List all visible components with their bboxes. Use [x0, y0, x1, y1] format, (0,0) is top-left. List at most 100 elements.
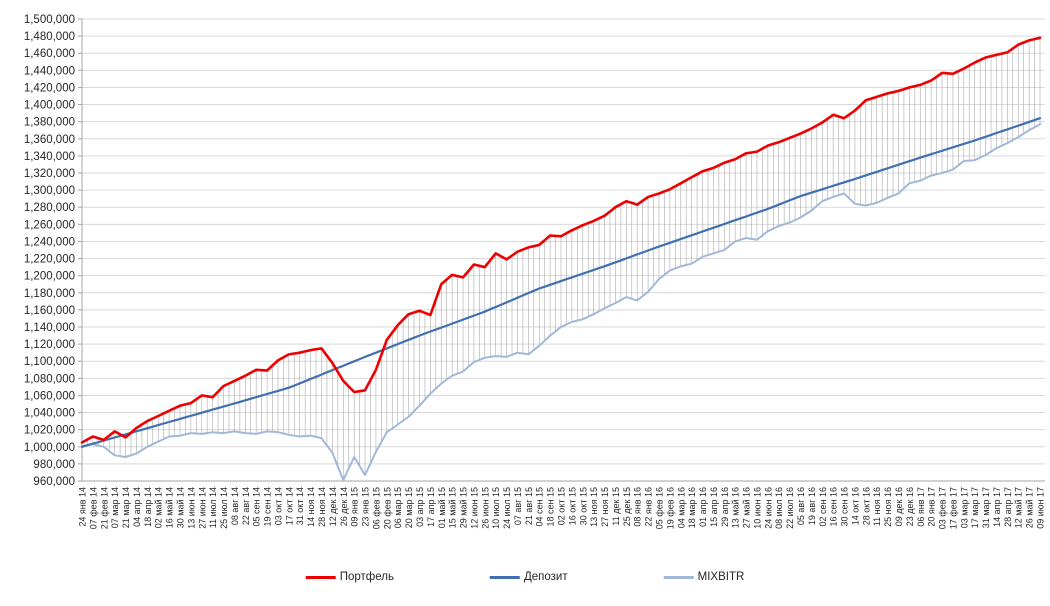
x-tick-label: 31 мар 17: [981, 487, 991, 528]
x-tick-label: 16 сен 16: [829, 487, 839, 527]
x-tick-label: 04 сен 15: [535, 487, 545, 527]
y-tick-label: 1,140,000: [24, 322, 75, 334]
x-tick-label: 21 мар 14: [121, 487, 131, 528]
x-tick-label: 26 дек 14: [339, 487, 349, 526]
y-tick-label: 1,300,000: [24, 185, 75, 197]
y-tick-label: 1,440,000: [24, 65, 75, 77]
x-tick-label: 04 апр 14: [132, 487, 142, 527]
x-tick-label: 24 янв 14: [78, 487, 88, 527]
x-tick-label: 27 июн 14: [197, 487, 207, 529]
x-tick-label: 30 май 14: [175, 487, 185, 528]
x-tick-label: 08 июл 16: [774, 487, 784, 529]
x-tick-label: 08 авг 14: [230, 487, 240, 525]
y-tick-label: 960,000: [33, 476, 75, 488]
legend-item-portfolio: Портфель: [305, 571, 394, 583]
x-tick-label: 06 мар 15: [393, 487, 403, 528]
x-tick-label: 14 окт 16: [850, 487, 860, 525]
x-tick-label: 20 янв 17: [927, 487, 937, 527]
x-tick-label: 07 фев 14: [88, 487, 98, 529]
series-line-deposit: [80, 117, 1042, 448]
y-tick-label: 1,420,000: [24, 82, 75, 94]
x-tick-label: 21 фев 14: [99, 487, 109, 529]
y-tick-label: 1,320,000: [24, 168, 75, 180]
y-tick-label: 1,340,000: [24, 151, 75, 163]
x-tick-label: 07 авг 15: [513, 487, 523, 525]
x-tick-label: 04 мар 16: [676, 487, 686, 528]
x-tick-label: 09 июн 17: [1036, 487, 1046, 529]
x-tick-label: 08 янв 16: [633, 487, 643, 527]
x-tick-label: 05 фев 16: [654, 487, 664, 529]
x-tick-label: 22 янв 16: [644, 487, 654, 527]
x-tick-label: 25 ноя 16: [883, 487, 893, 527]
y-tick-label: 1,020,000: [24, 425, 75, 437]
x-tick-label: 07 мар 14: [110, 487, 120, 528]
y-tick-label: 1,200,000: [24, 271, 75, 283]
x-tick-label: 01 апр 16: [698, 487, 708, 527]
x-tick-label: 18 сен 15: [546, 487, 556, 527]
x-tick-label: 30 окт 15: [578, 487, 588, 525]
x-tick-label: 24 июл 15: [502, 487, 512, 529]
x-tick-label: 25 дек 15: [622, 487, 632, 526]
x-tick-label: 17 апр 15: [426, 487, 436, 527]
x-tick-label: 14 апр 17: [992, 487, 1002, 527]
x-tick-label: 11 ноя 16: [872, 487, 882, 526]
x-tick-label: 02 окт 15: [557, 487, 567, 525]
x-tick-label: 10 июн 16: [752, 487, 762, 529]
x-tick-label: 12 июн 15: [469, 487, 479, 529]
y-tick-label: 1,040,000: [24, 408, 75, 420]
x-tick-label: 09 дек 16: [894, 487, 904, 526]
series-line-portfolio: [80, 36, 1042, 444]
y-tick-label: 1,000,000: [24, 442, 75, 454]
x-tick-label: 09 янв 15: [350, 487, 360, 527]
mixbitr-line-icon: [663, 575, 694, 579]
x-tick-label: 14 ноя 14: [306, 487, 316, 527]
y-tick-label: 1,240,000: [24, 236, 75, 248]
x-tick-label: 21 авг 15: [524, 487, 534, 525]
y-tick-label: 1,160,000: [24, 305, 75, 317]
x-tick-label: 22 авг 14: [241, 487, 251, 525]
x-tick-label: 28 ноя 14: [317, 487, 327, 527]
x-tick-label: 03 фев 17: [938, 487, 948, 529]
x-tick-label: 03 апр 15: [415, 487, 425, 527]
x-tick-label: 28 апр 17: [1003, 487, 1013, 527]
legend-label-mixbitr: MIXBITR: [697, 571, 745, 583]
y-tick-label: 1,400,000: [24, 100, 75, 112]
x-tick-label: 16 окт 15: [567, 487, 577, 525]
x-tick-label: 11 дек 15: [611, 487, 621, 526]
y-tick-label: 1,280,000: [24, 202, 75, 214]
x-tick-label: 13 май 16: [731, 487, 741, 528]
x-tick-label: 01 май 15: [437, 487, 447, 528]
x-tick-label: 29 апр 16: [720, 487, 730, 527]
y-tick-label: 1,500,000: [24, 14, 75, 26]
portfolio-line-icon: [305, 575, 336, 579]
chart-legend: Портфель Депозит MIXBITR: [305, 571, 745, 583]
x-tick-label: 03 мар 17: [959, 487, 969, 528]
x-tick-label: 27 ноя 15: [600, 487, 610, 527]
x-tick-label: 25 июл 14: [219, 487, 229, 529]
x-tick-label: 26 июн 15: [480, 487, 490, 529]
x-tick-label: 17 мар 17: [970, 487, 980, 528]
x-tick-label: 22 июл 16: [785, 487, 795, 529]
x-tick-label: 05 сен 14: [252, 487, 262, 527]
y-tick-label: 980,000: [33, 459, 75, 471]
x-tick-label: 02 май 14: [154, 487, 164, 528]
x-tick-label: 12 май 17: [1014, 487, 1024, 528]
x-tick-label: 19 сен 14: [263, 487, 273, 527]
x-tick-label: 11 июл 14: [208, 487, 218, 528]
y-tick-label: 1,360,000: [24, 134, 75, 146]
x-tick-label: 06 янв 17: [916, 487, 926, 527]
legend-label-portfolio: Портфель: [339, 571, 394, 583]
x-tick-label: 31 окт 14: [295, 487, 305, 525]
x-tick-label: 19 фев 16: [665, 487, 675, 529]
y-tick-label: 1,220,000: [24, 254, 75, 266]
x-tick-label: 29 май 15: [459, 487, 469, 528]
x-tick-label: 12 дек 14: [328, 487, 338, 526]
x-tick-label: 03 окт 14: [273, 487, 283, 525]
legend-label-deposit: Депозит: [523, 571, 568, 583]
series-line-mixbitr: [81, 123, 1041, 482]
y-tick-label: 1,260,000: [24, 219, 75, 231]
x-tick-label: 18 апр 14: [143, 487, 153, 527]
y-tick-label: 1,080,000: [24, 373, 75, 385]
